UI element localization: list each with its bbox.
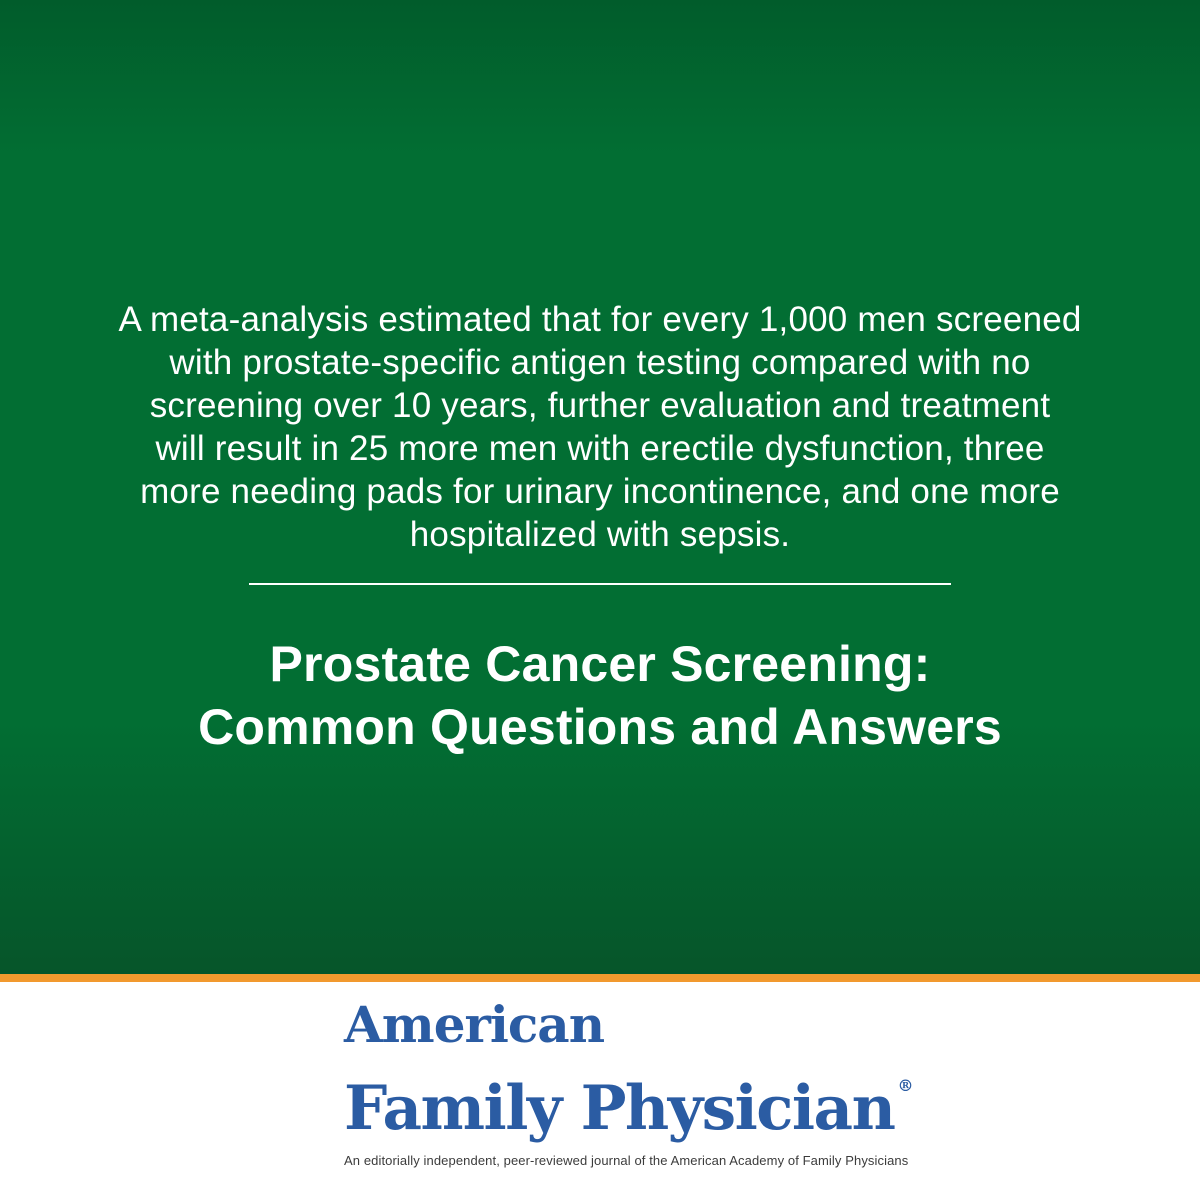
article-title-line-1: Prostate Cancer Screening: xyxy=(269,636,931,692)
footer: American Family Physician ® An editoriall… xyxy=(0,982,1200,1200)
quote-line-2: with prostate-specific antigen testing c… xyxy=(169,343,1031,382)
divider-line xyxy=(249,583,951,585)
quote-line-5: more needing pads for urinary incontinen… xyxy=(140,472,1060,511)
article-title-line-2: Common Questions and Answers xyxy=(198,699,1002,755)
quote-line-6: hospitalized with sepsis. xyxy=(409,515,791,554)
logo-family-physician-text: Family Physician xyxy=(344,1073,896,1144)
quote-line-1: A meta-analysis estimated that for every… xyxy=(118,300,1082,339)
article-title: Prostate Cancer Screening: Common Questi… xyxy=(0,633,1200,759)
logo-tagline: An editorially independent, peer-reviewe… xyxy=(344,1153,909,1168)
afp-logo: American Family Physician ® An editoriall… xyxy=(344,997,913,1169)
registered-trademark-symbol: ® xyxy=(897,1076,914,1095)
accent-stripe xyxy=(0,974,1200,982)
quote-line-4: will result in 25 more men with erectile… xyxy=(155,429,1045,468)
logo-line-family-physician: Family Physician ® xyxy=(344,1053,913,1142)
quote-line-3: screening over 10 years, further evaluat… xyxy=(149,386,1051,425)
quote-panel: A meta-analysis estimated that for every… xyxy=(0,0,1200,974)
logo-line-american: American xyxy=(344,995,605,1054)
quote-text: A meta-analysis estimated that for every… xyxy=(0,298,1200,556)
